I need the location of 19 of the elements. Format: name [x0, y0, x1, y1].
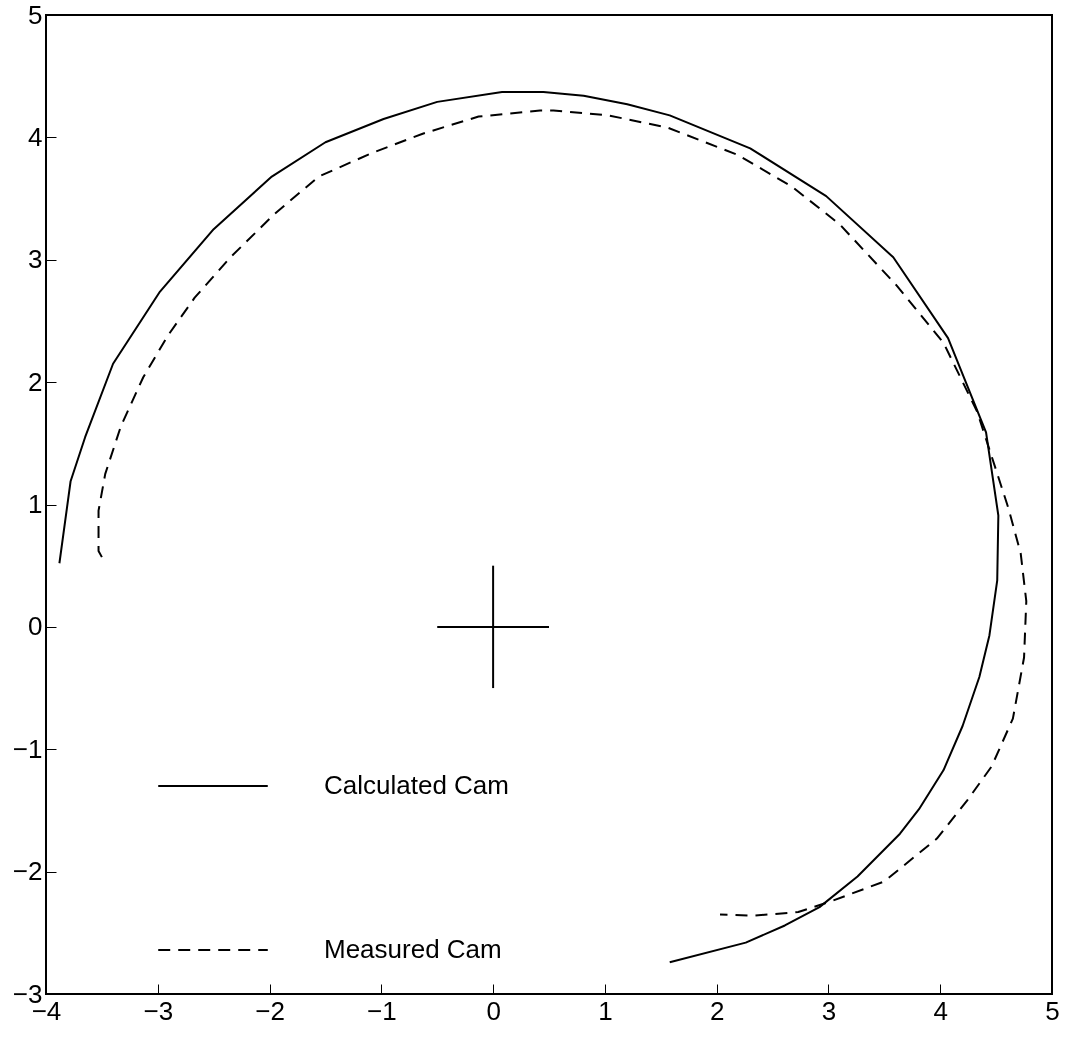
x-tick-label: 2: [709, 995, 725, 1026]
y-tick-label: 0: [28, 611, 43, 642]
legend-label: Measured Cam: [324, 934, 502, 964]
y-tick-label: 3: [28, 244, 43, 275]
x-tick-label: 1: [598, 995, 613, 1026]
y-tick-label: −2: [12, 856, 43, 887]
x-tick-label: 3: [821, 995, 837, 1026]
y-tick-label: −1: [12, 733, 43, 764]
y-tick-label: 4: [28, 121, 43, 152]
y-tick-label: 5: [28, 0, 43, 30]
x-tick-label: −2: [255, 995, 285, 1026]
y-tick-label: 1: [28, 489, 43, 519]
y-tick-label: 2: [28, 366, 43, 397]
x-tick-label: −1: [367, 995, 397, 1026]
x-tick-label: 4: [933, 995, 948, 1026]
x-tick-label: 5: [1045, 995, 1060, 1026]
x-tick-label: −3: [143, 995, 174, 1026]
x-tick-label: 0: [486, 995, 501, 1026]
legend-label: Calculated Cam: [324, 770, 509, 800]
